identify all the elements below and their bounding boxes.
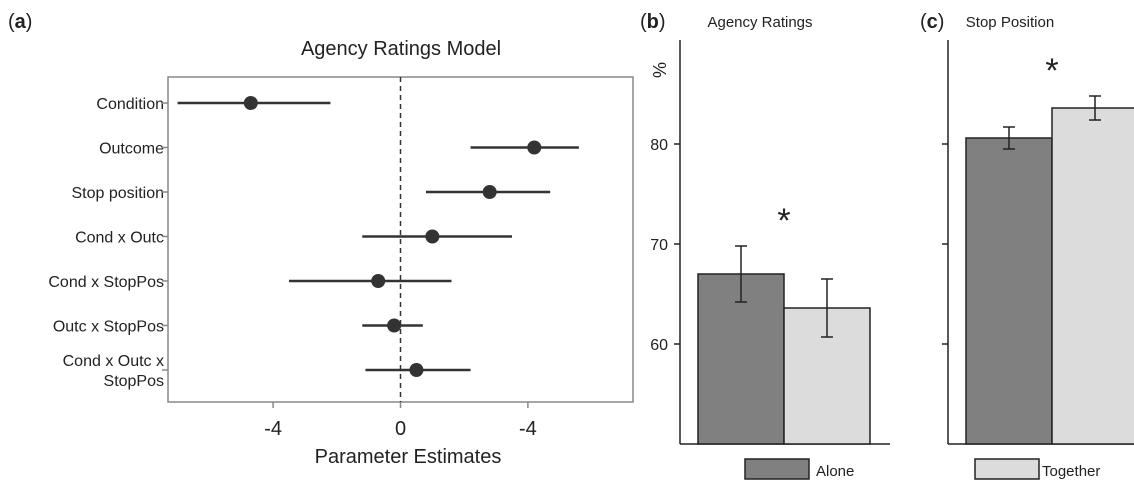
row-label: Cond x Outc x StopPos [63,353,164,390]
legend-label-alone: Alone [816,463,854,480]
x-tick-label: 0 [395,418,406,440]
forest-plot-title: Agency Ratings Model [301,38,501,60]
y-axis-unit: % [649,62,669,78]
row-label: Stop position [71,185,164,202]
panel-b-label: (b) [640,11,666,33]
x-tick-label: -4 [264,418,282,440]
stop-position-bar-chart: Stop Position * [942,14,1134,445]
significance-star: * [777,202,790,240]
bar [1051,107,1134,445]
forest-plot: Agency Ratings Model -4 0 -4 Condition Outco… [48,38,634,468]
row-label: Cond x Outc [75,230,164,247]
agency-bar-title: Agency Ratings [707,14,812,31]
row-label: Outcome [99,141,164,158]
significance-star: * [1045,52,1058,90]
y-tick-label: 80 [650,137,668,154]
estimate-point [387,318,402,333]
row-label: Outc x StopPos [53,319,164,336]
bar [965,137,1053,445]
estimate-point [482,185,497,199]
legend-label-together: Together [1042,463,1100,480]
estimate-point [409,363,424,377]
legend-swatch-together [974,458,1040,480]
row-label: Cond x StopPos [48,274,164,291]
legend: Alone Together [744,458,1100,480]
panel-a-label: (a) [8,11,32,33]
y-tick-label: 60 [650,337,668,354]
estimate-point [371,274,386,288]
estimate-point [243,96,258,110]
legend-swatch-alone [744,458,810,480]
estimate-point [527,140,542,155]
stop-position-bar-title: Stop Position [966,14,1054,31]
y-tick-label: 70 [650,237,668,254]
agency-bar-chart: Agency Ratings % 60 70 80 * [649,14,890,445]
estimate-point [425,229,440,244]
panel-c-label: (c) [920,11,944,33]
x-tick-label: -4 [519,418,537,440]
forest-plot-x-label: Parameter Estimates [315,446,502,468]
row-label: Condition [96,96,164,113]
